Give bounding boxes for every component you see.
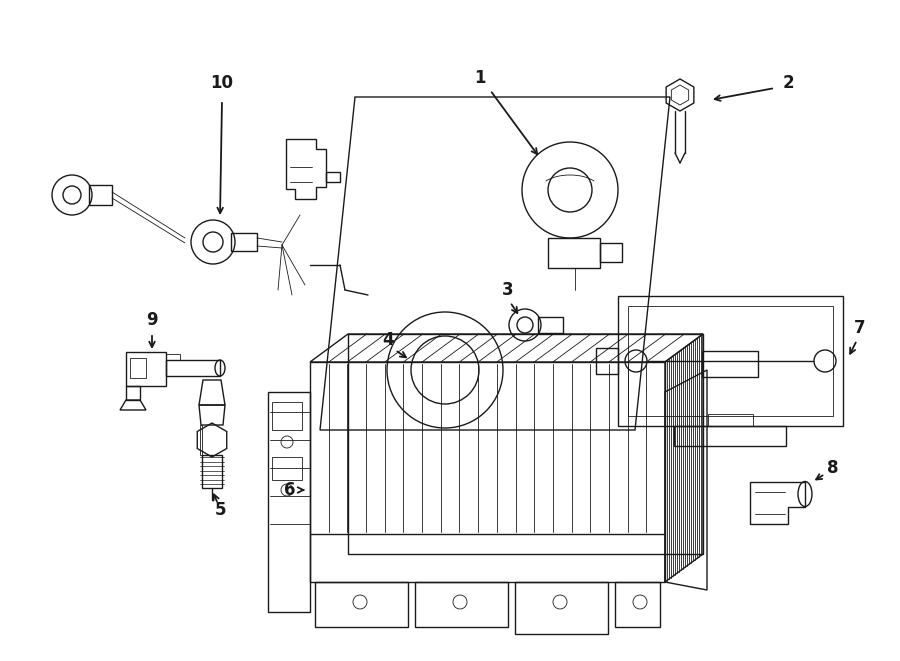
Text: 2: 2 [782, 74, 794, 92]
Text: 7: 7 [854, 319, 866, 337]
Text: 1: 1 [474, 69, 486, 87]
Text: 4: 4 [382, 331, 394, 349]
Text: 8: 8 [827, 459, 839, 477]
Text: 3: 3 [502, 281, 514, 299]
Text: 10: 10 [211, 74, 233, 92]
Text: 9: 9 [146, 311, 158, 329]
Text: 6: 6 [284, 481, 296, 499]
Text: 5: 5 [214, 501, 226, 519]
